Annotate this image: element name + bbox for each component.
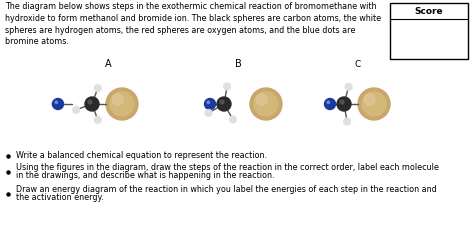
Text: C: C [355,60,361,69]
Text: the activation energy.: the activation energy. [16,194,104,202]
Circle shape [204,99,216,110]
Circle shape [51,101,57,107]
Circle shape [362,92,386,116]
Circle shape [229,116,237,123]
Circle shape [94,116,101,124]
Text: Draw an energy diagram of the reaction in which you label the energies of each s: Draw an energy diagram of the reaction i… [16,186,437,194]
Circle shape [217,97,231,111]
Circle shape [337,97,351,111]
Circle shape [358,88,390,120]
Circle shape [205,109,212,117]
Circle shape [73,106,80,113]
Circle shape [325,99,336,110]
Circle shape [85,97,99,111]
Circle shape [55,101,57,104]
Circle shape [106,88,138,120]
Text: Using the figures in the diagram, draw the steps of the reaction in the correct : Using the figures in the diagram, draw t… [16,164,439,172]
Text: Score: Score [415,7,443,15]
Circle shape [112,94,123,105]
Text: in the drawings, and describe what is happening in the reaction.: in the drawings, and describe what is ha… [16,172,274,180]
Circle shape [53,99,64,110]
Circle shape [340,100,344,104]
Text: B: B [235,59,241,69]
Circle shape [327,101,329,104]
Circle shape [110,92,134,116]
Circle shape [220,100,224,104]
Circle shape [254,92,278,116]
Text: The diagram below shows steps in the exothermic chemical reaction of bromomethan: The diagram below shows steps in the exo… [5,2,381,46]
Circle shape [345,83,352,91]
Text: A: A [105,59,111,69]
Circle shape [94,84,101,92]
Circle shape [343,118,351,125]
Circle shape [256,94,267,105]
Bar [390,3,468,59]
Circle shape [223,83,231,90]
Circle shape [364,94,375,105]
Text: Write a balanced chemical equation to represent the reaction.: Write a balanced chemical equation to re… [16,151,267,161]
Circle shape [250,88,282,120]
Circle shape [207,101,210,104]
Circle shape [88,100,92,104]
